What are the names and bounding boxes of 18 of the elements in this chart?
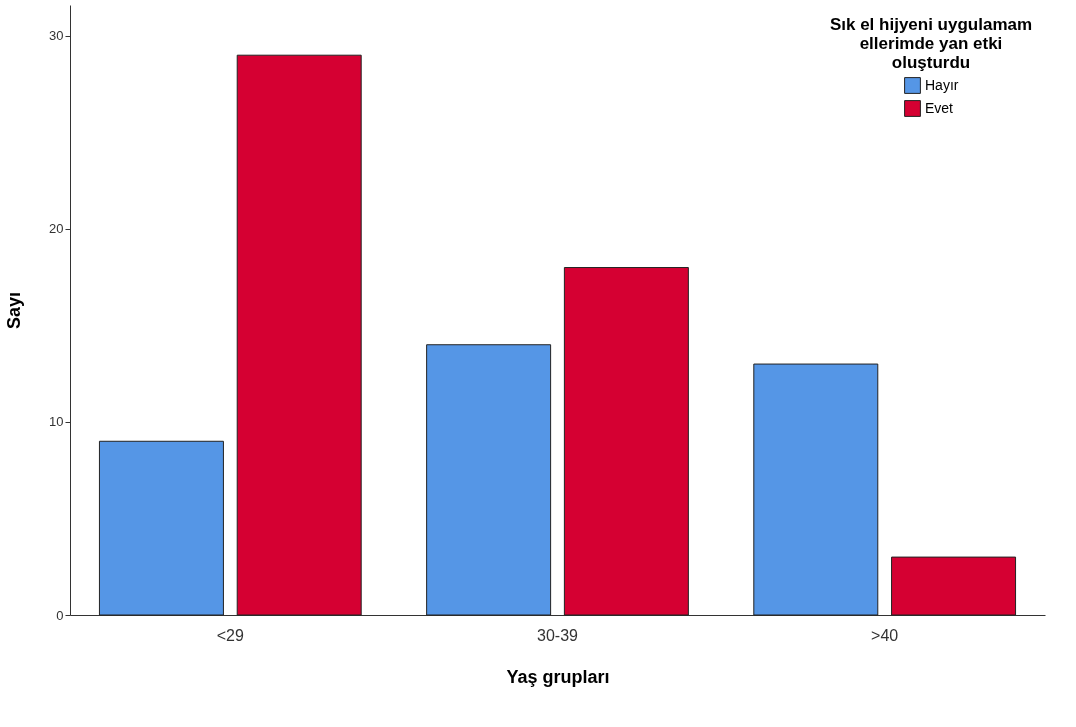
legend-label: Evet xyxy=(925,99,954,116)
bar xyxy=(891,556,1017,616)
y-tick-label: 0 xyxy=(56,607,64,623)
x-tick-label: <29 xyxy=(216,626,244,644)
y-tick-label: 30 xyxy=(49,28,64,44)
y-tick-label: 10 xyxy=(49,414,64,430)
x-tick-label: 30-39 xyxy=(537,626,579,644)
x-axis-title: Yaş grupları xyxy=(506,666,610,687)
legend-label: Hayır xyxy=(925,76,959,93)
y-tick-label: 20 xyxy=(49,221,64,237)
legend-title: Sık el hijyeni uygulamam ellerimde yan etki oluşturdu xyxy=(829,15,1033,72)
bar xyxy=(753,363,879,616)
bar xyxy=(98,440,224,616)
bar xyxy=(236,54,362,616)
bar xyxy=(426,344,552,616)
y-axis-title: Sayı xyxy=(4,291,25,330)
bar xyxy=(563,267,689,616)
x-tick-label: >40 xyxy=(871,626,899,644)
